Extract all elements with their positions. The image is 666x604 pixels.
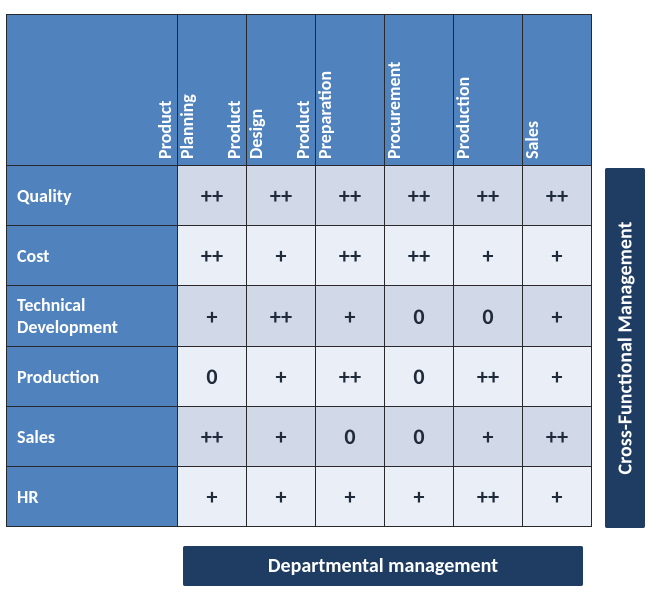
rowhead-0: Quality [7, 166, 178, 226]
colhead-label: Procurement [383, 62, 405, 159]
cell-5-2: + [316, 467, 385, 527]
cell-3-0: 0 [178, 347, 247, 407]
cell-2-1: ++ [247, 286, 316, 347]
cell-3-2: ++ [316, 347, 385, 407]
cell-3-3: 0 [385, 347, 454, 407]
colhead-label: Product Preparation [292, 71, 336, 159]
cell-1-4: + [454, 226, 523, 286]
axis-bottom-label: Departmental management [183, 546, 583, 586]
axis-right-text: Cross-Functional Management [613, 222, 637, 475]
rowhead-3: Production [7, 347, 178, 407]
cell-2-4: 0 [454, 286, 523, 347]
table-row: Quality++++++++++++ [7, 166, 592, 226]
cell-0-4: ++ [454, 166, 523, 226]
axis-right-label: Cross-Functional Management [605, 168, 645, 528]
table-row: Sales+++00+++ [7, 407, 592, 467]
rowhead-1: Cost [7, 226, 178, 286]
rowhead-4: Sales [7, 407, 178, 467]
cell-4-1: + [247, 407, 316, 467]
relationship-matrix: Product Planning Product Design Product … [6, 14, 592, 527]
cell-3-4: ++ [454, 347, 523, 407]
cell-5-0: + [178, 467, 247, 527]
colhead-label: Sales [521, 121, 543, 159]
cell-5-4: ++ [454, 467, 523, 527]
table-row: HR+++++++ [7, 467, 592, 527]
cell-2-0: + [178, 286, 247, 347]
cell-2-3: 0 [385, 286, 454, 347]
cell-5-5: + [523, 467, 592, 527]
cell-5-1: + [247, 467, 316, 527]
table-row: TechnicalDevelopment++++00+ [7, 286, 592, 347]
cell-0-1: ++ [247, 166, 316, 226]
colhead-label: Product Planning [154, 94, 198, 159]
cell-0-2: ++ [316, 166, 385, 226]
colhead-5: Sales [523, 15, 592, 166]
cell-4-5: ++ [523, 407, 592, 467]
cell-3-5: + [523, 347, 592, 407]
cell-2-2: + [316, 286, 385, 347]
cell-3-1: + [247, 347, 316, 407]
colhead-4: Production [454, 15, 523, 166]
colhead-label: Production [452, 77, 474, 159]
cell-2-5: + [523, 286, 592, 347]
cell-1-2: ++ [316, 226, 385, 286]
cell-4-0: ++ [178, 407, 247, 467]
table-row: Production0+++0+++ [7, 347, 592, 407]
cell-1-3: ++ [385, 226, 454, 286]
cell-4-4: + [454, 407, 523, 467]
corner-cell [7, 15, 178, 166]
table-row: Cost+++++++++ [7, 226, 592, 286]
colhead-3: Procurement [385, 15, 454, 166]
cell-5-3: + [385, 467, 454, 527]
cell-1-5: + [523, 226, 592, 286]
matrix-body: Quality++++++++++++Cost+++++++++Technica… [7, 166, 592, 527]
axis-bottom-text: Departmental management [268, 554, 498, 578]
cell-1-1: + [247, 226, 316, 286]
rowhead-5: HR [7, 467, 178, 527]
cell-0-0: ++ [178, 166, 247, 226]
cell-0-3: ++ [385, 166, 454, 226]
colhead-2: Product Preparation [316, 15, 385, 166]
cell-4-2: 0 [316, 407, 385, 467]
cell-4-3: 0 [385, 407, 454, 467]
rowhead-2: TechnicalDevelopment [7, 286, 178, 347]
cell-1-0: ++ [178, 226, 247, 286]
cell-0-5: ++ [523, 166, 592, 226]
colhead-label: Product Design [223, 100, 267, 159]
